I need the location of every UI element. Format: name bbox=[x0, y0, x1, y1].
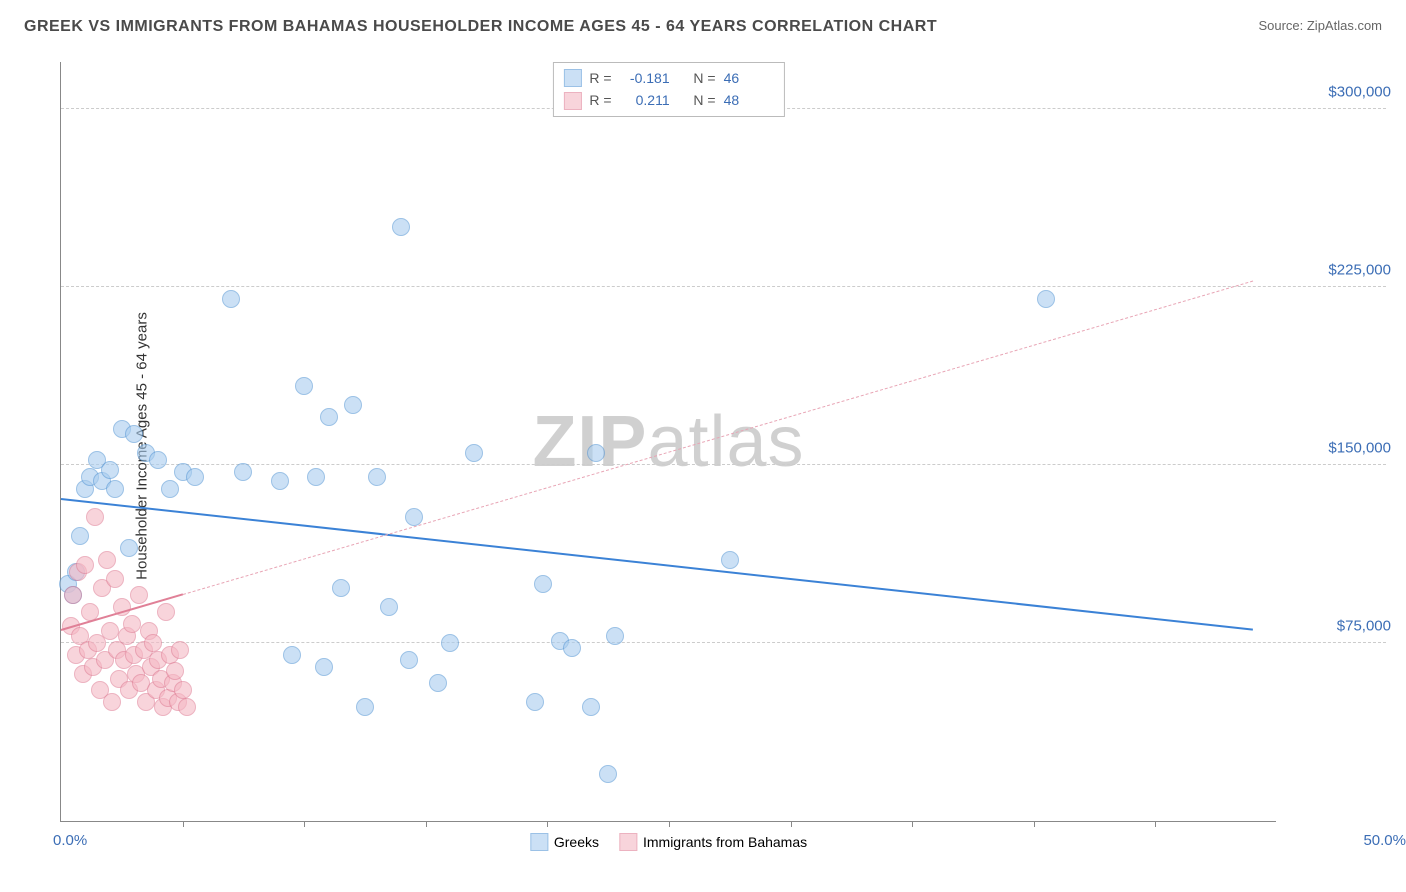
data-point bbox=[174, 681, 192, 699]
gridline bbox=[61, 286, 1386, 287]
data-point bbox=[101, 622, 119, 640]
data-point bbox=[130, 586, 148, 604]
data-point bbox=[315, 658, 333, 676]
watermark-atlas: atlas bbox=[647, 402, 804, 482]
data-point bbox=[71, 527, 89, 545]
data-point bbox=[123, 615, 141, 633]
r-label: R = bbox=[589, 67, 611, 89]
legend-stat-row: R = -0.181 N = 46 bbox=[563, 67, 773, 89]
data-point bbox=[98, 551, 116, 569]
gridline bbox=[61, 642, 1386, 643]
data-point bbox=[526, 693, 544, 711]
header: GREEK VS IMMIGRANTS FROM BAHAMAS HOUSEHO… bbox=[0, 0, 1406, 44]
legend-series: Greeks Immigrants from Bahamas bbox=[530, 833, 807, 851]
legend-stat-row: R = 0.211 N = 48 bbox=[563, 89, 773, 111]
watermark: ZIPatlas bbox=[532, 401, 804, 483]
data-point bbox=[120, 539, 138, 557]
legend-item: Greeks bbox=[530, 833, 599, 851]
legend-label: Greeks bbox=[554, 834, 599, 850]
y-tick-label: $150,000 bbox=[1328, 439, 1391, 456]
data-point bbox=[429, 674, 447, 692]
data-point bbox=[166, 662, 184, 680]
y-tick-label: $75,000 bbox=[1337, 617, 1391, 634]
data-point bbox=[171, 641, 189, 659]
data-point bbox=[271, 472, 289, 490]
chart-container: GREEK VS IMMIGRANTS FROM BAHAMAS HOUSEHO… bbox=[0, 0, 1406, 892]
data-point bbox=[178, 698, 196, 716]
data-point bbox=[125, 425, 143, 443]
legend-swatch bbox=[563, 92, 581, 110]
x-tick bbox=[426, 821, 427, 827]
x-tick bbox=[669, 821, 670, 827]
data-point bbox=[157, 603, 175, 621]
x-max-label: 50.0% bbox=[1363, 832, 1406, 849]
gridline bbox=[61, 464, 1386, 465]
data-point bbox=[222, 290, 240, 308]
r-value: -0.181 bbox=[620, 67, 670, 89]
data-point bbox=[356, 698, 374, 716]
data-point bbox=[295, 377, 313, 395]
data-point bbox=[368, 468, 386, 486]
x-tick bbox=[183, 821, 184, 827]
data-point bbox=[606, 627, 624, 645]
data-point bbox=[721, 551, 739, 569]
data-point bbox=[76, 556, 94, 574]
plot-area: ZIPatlas R =-0.181 N =46R =0.211 N =48 G… bbox=[60, 62, 1276, 822]
data-point bbox=[563, 639, 581, 657]
legend-stats: R = -0.181 N = 46 R = 0.211 N = 48 bbox=[552, 62, 784, 117]
data-point bbox=[149, 451, 167, 469]
trend-line bbox=[61, 498, 1253, 631]
x-tick bbox=[1155, 821, 1156, 827]
data-point bbox=[64, 586, 82, 604]
x-min-label: 0.0% bbox=[53, 832, 87, 849]
legend-item: Immigrants from Bahamas bbox=[619, 833, 807, 851]
data-point bbox=[380, 598, 398, 616]
data-point bbox=[103, 693, 121, 711]
data-point bbox=[392, 218, 410, 236]
data-point bbox=[234, 463, 252, 481]
legend-swatch bbox=[530, 833, 548, 851]
x-tick bbox=[791, 821, 792, 827]
x-tick bbox=[912, 821, 913, 827]
r-value: 0.211 bbox=[620, 89, 670, 111]
y-tick-label: $300,000 bbox=[1328, 83, 1391, 100]
data-point bbox=[186, 468, 204, 486]
x-tick bbox=[1034, 821, 1035, 827]
n-label: N = bbox=[693, 67, 715, 89]
data-point bbox=[465, 444, 483, 462]
data-point bbox=[400, 651, 418, 669]
trend-line bbox=[182, 281, 1252, 595]
legend-label: Immigrants from Bahamas bbox=[643, 834, 807, 850]
data-point bbox=[307, 468, 325, 486]
data-point bbox=[1037, 290, 1055, 308]
data-point bbox=[582, 698, 600, 716]
chart-title: GREEK VS IMMIGRANTS FROM BAHAMAS HOUSEHO… bbox=[24, 18, 937, 36]
data-point bbox=[332, 579, 350, 597]
data-point bbox=[283, 646, 301, 664]
y-tick-label: $225,000 bbox=[1328, 261, 1391, 278]
n-value: 48 bbox=[724, 89, 774, 111]
watermark-zip: ZIP bbox=[532, 402, 647, 482]
data-point bbox=[101, 461, 119, 479]
r-label: R = bbox=[589, 89, 611, 111]
n-label: N = bbox=[693, 89, 715, 111]
legend-swatch bbox=[563, 69, 581, 87]
data-point bbox=[144, 634, 162, 652]
data-point bbox=[599, 765, 617, 783]
data-point bbox=[441, 634, 459, 652]
data-point bbox=[587, 444, 605, 462]
data-point bbox=[534, 575, 552, 593]
data-point bbox=[344, 396, 362, 414]
data-point bbox=[106, 570, 124, 588]
legend-swatch bbox=[619, 833, 637, 851]
source-label: Source: ZipAtlas.com bbox=[1258, 18, 1382, 33]
data-point bbox=[320, 408, 338, 426]
n-value: 46 bbox=[724, 67, 774, 89]
x-tick bbox=[304, 821, 305, 827]
data-point bbox=[106, 480, 124, 498]
data-point bbox=[161, 480, 179, 498]
x-tick bbox=[547, 821, 548, 827]
data-point bbox=[86, 508, 104, 526]
